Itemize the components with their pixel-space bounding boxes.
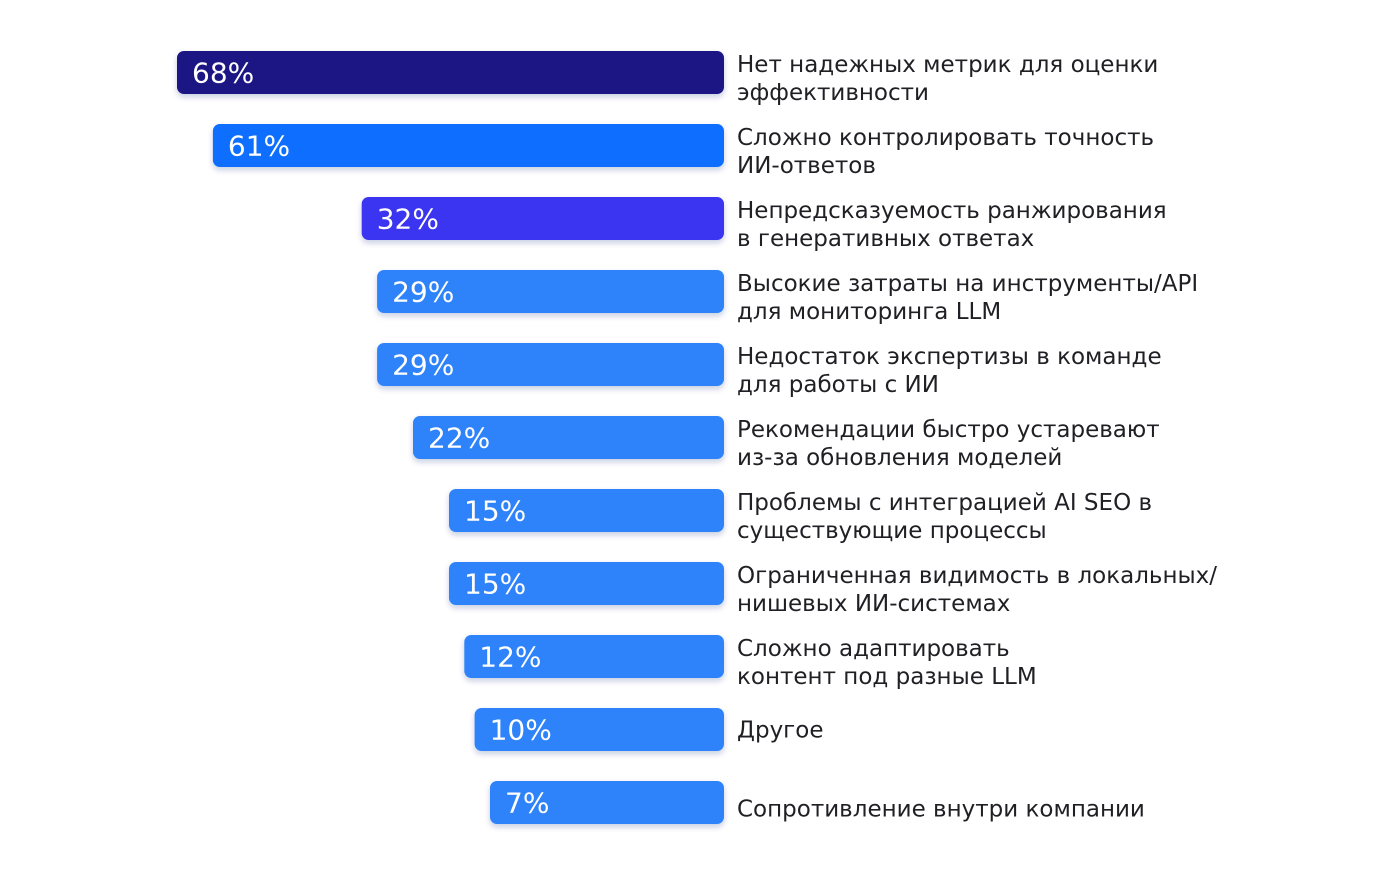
bar-5	[377, 343, 724, 386]
bar-value-label: 10%	[490, 714, 552, 747]
bar-3	[361, 197, 724, 240]
bar-11	[490, 781, 724, 824]
bar-value-label: 61%	[228, 130, 290, 163]
bar-value-label: 22%	[428, 422, 490, 455]
category-label: Ограниченная видимость в локальных/нишев…	[737, 563, 1217, 617]
bar-value-label: 12%	[479, 641, 541, 674]
category-label: Рекомендации быстро устаревают из-за обно…	[737, 417, 1160, 471]
bar-value-label: 29%	[392, 349, 454, 382]
category-label: Сложно адаптировать контент под разные LL…	[737, 636, 1037, 690]
bar-1	[177, 51, 724, 94]
bar-value-label: 15%	[464, 495, 526, 528]
category-label: Непредсказуемость ранжирования в генерати…	[737, 198, 1167, 252]
labels-layer: 68% Нет надежных метрик для оценки эффекти…	[192, 52, 1217, 823]
category-label: Сложно контролировать точность ИИ-ответов	[737, 125, 1154, 179]
bars-layer	[177, 51, 724, 824]
bar-9	[464, 635, 724, 678]
category-label: Другое	[737, 718, 824, 744]
category-label: Проблемы с интеграцией AI SEO в существую…	[737, 490, 1152, 544]
bar-value-label: 68%	[192, 57, 254, 90]
bar-value-label: 7%	[505, 787, 549, 820]
category-label: Недостаток экспертизы в команде для работ…	[737, 344, 1162, 398]
bar-value-label: 15%	[464, 568, 526, 601]
bar-7	[449, 489, 724, 532]
bar-4	[377, 270, 724, 313]
bar-6	[413, 416, 724, 459]
category-label: Сопротивление внутри компании	[737, 797, 1145, 823]
bar-value-label: 29%	[392, 276, 454, 309]
bar-value-label: 32%	[377, 203, 439, 236]
bar-2	[212, 124, 724, 167]
category-label: Высокие затраты на инструменты/API для мо…	[737, 271, 1198, 325]
bar-8	[449, 562, 724, 605]
category-label: Нет надежных метрик для оценки эффективно…	[737, 52, 1158, 106]
bar-10	[474, 708, 724, 751]
